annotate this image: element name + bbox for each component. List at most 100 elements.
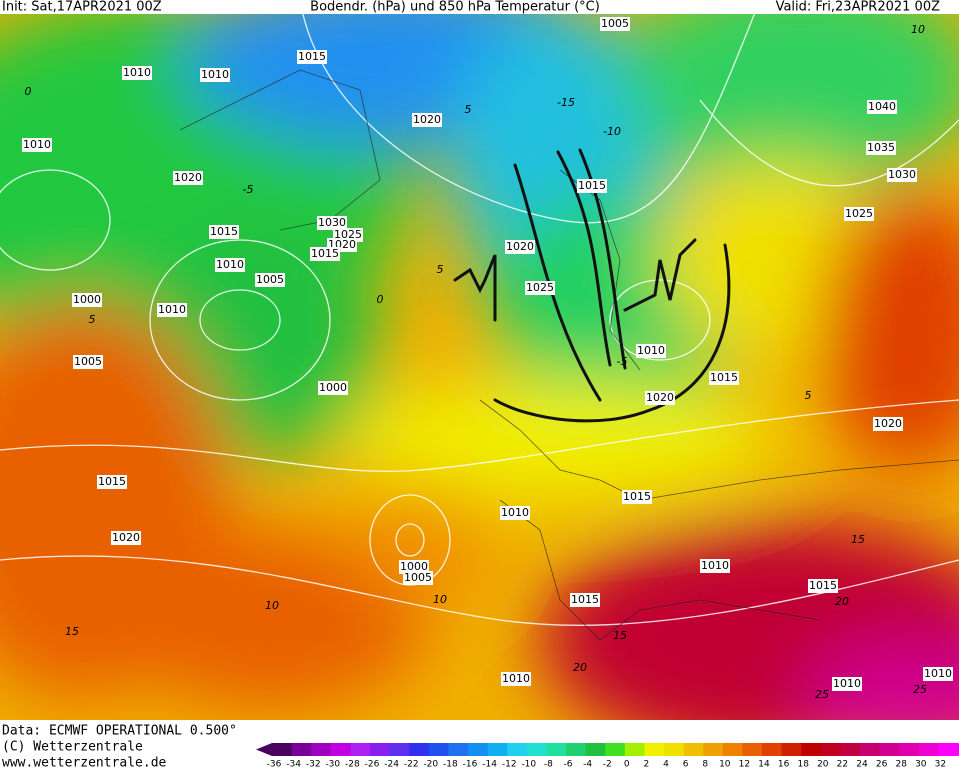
isobar-label-box [73,355,103,369]
isobar-label: 1010 [23,138,51,151]
colorbar-swatch [448,743,469,756]
isobar-label-box [525,281,555,295]
isobar-label: 1010 [924,667,952,680]
colorbar-tick-label: 12 [739,760,750,770]
isobar-label-box [873,417,903,431]
isobar-label-box [297,50,327,64]
colorbar-tick-label: 16 [778,760,790,770]
isobar-label-box [310,247,340,261]
data-source: Data: ECMWF OPERATIONAL 0.500° [2,724,237,739]
isobar-label: 1010 [216,258,244,271]
isobar-label-box [709,371,739,385]
isobar-label: 1020 [646,391,674,404]
isobar-label-box [317,216,347,230]
colorbar-tick-label: -10 [521,760,536,770]
temperature-label: 0 [25,85,32,98]
colorbar-swatch [330,743,351,756]
colorbar-swatch [860,743,881,756]
isobar-label: 1020 [174,171,202,184]
isobar-label: 1005 [601,17,629,30]
isobar-label-box [622,490,652,504]
colorbar-swatch [703,743,724,756]
isobar-label: 1015 [809,579,837,592]
colorbar-tick-label: 32 [935,760,946,770]
colorbar-swatch [781,743,802,756]
colorbar-swatch [820,743,841,756]
colorbar-tick-label: 0 [624,760,630,770]
isobar-label: 1020 [112,531,140,544]
colorbar-swatch [899,743,920,756]
colorbar-swatch [291,743,312,756]
colorbar-tick-label: -14 [482,760,497,770]
colorbar-tick-label: 10 [719,760,731,770]
isobar-label: 1030 [318,216,346,229]
colorbar-tick-label: 22 [837,760,848,770]
isobar-label-box [505,240,535,254]
isobar-label-box [501,672,531,686]
colorbar-tick-label: -36 [267,760,282,770]
temperature-label: -10 [603,125,621,138]
colorbar-tick-label: 8 [702,760,708,770]
isobar-label: 1015 [710,371,738,384]
isobar-label-box [923,667,953,681]
isobar-label-box [318,381,348,395]
colorbar-swatch [762,743,783,756]
colorbar-swatch [507,743,528,756]
isobar-label: 1005 [404,571,432,584]
colorbar-swatch [409,743,430,756]
isobar-label: 1010 [637,344,665,357]
temperature-label: 10 [911,23,925,36]
isobar-label-box [157,303,187,317]
temperature-label: 20 [835,595,849,608]
isobar-label: 1010 [502,672,530,685]
colorbar-swatch [683,743,704,756]
colorbar-swatch [742,743,763,756]
colorbar-tick-label: 2 [644,760,650,770]
colorbar-swatch [311,743,332,756]
colorbar-swatch [918,743,939,756]
colorbar-tick-label: -22 [404,760,419,770]
colorbar-tick-label: 20 [817,760,829,770]
isobar-label: 1005 [74,355,102,368]
isobar-label-box [22,138,52,152]
isobar-label-box [215,258,245,272]
temperature-label: 5 [805,389,812,402]
colorbar-tick-label: -4 [583,760,592,770]
hand-drawn-arrows [453,148,731,423]
isobar-label-box [645,391,675,405]
colorbar-swatch [624,743,645,756]
isobar-label: 1040 [868,100,896,113]
temperature-label: 5 [465,103,472,116]
temperature-label: 15 [851,533,865,546]
isobar-label: 1010 [201,68,229,81]
colorbar-tick-label: 30 [915,760,927,770]
colorbar-swatch [605,743,626,756]
colorbar-swatch [468,743,489,756]
colorbar-tick-label: -16 [463,760,478,770]
isobar-label-box [866,141,896,155]
isobar-label-box [399,560,429,574]
temperature-label: 10 [433,593,447,606]
colorbar-swatch [272,743,293,756]
temperature-label: -15 [557,96,575,109]
temperature-label: 15 [613,629,627,642]
colorbar-swatch [546,743,567,756]
colorbar-arrow-left [256,743,272,756]
colorbar-tick-label: 24 [856,760,868,770]
init-time: Init: Sat,17APR2021 00Z [2,0,162,15]
isobar-label-box [887,168,917,182]
colorbar-swatch [879,743,900,756]
colorbar-tick-label: -34 [286,760,301,770]
colorbar-tick-label: -30 [325,760,340,770]
isobar-label: 1015 [623,490,651,503]
colorbar-swatch [428,743,449,756]
colorbar-tick-label: -12 [502,760,517,770]
colorbar-swatch [644,743,665,756]
temperature-label: -5 [243,183,254,196]
colorbar-swatch [801,743,822,756]
map-title: Bodendr. (hPa) und 850 hPa Temperatur (°… [310,0,600,15]
isobar-label-box [173,171,203,185]
isobar-label: 1010 [701,559,729,572]
